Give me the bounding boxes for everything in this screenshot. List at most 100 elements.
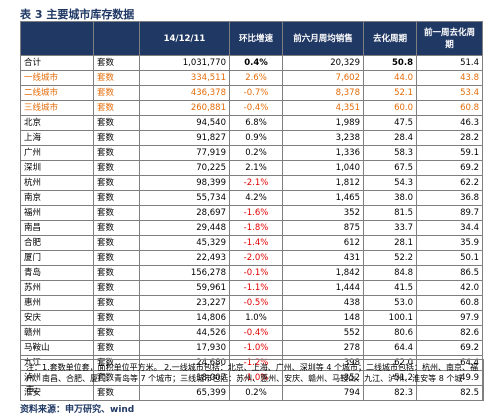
- table-row: 三线城市 套数 260,881 -0.4% 4,351 60.0 60.8: [20, 100, 483, 116]
- prev-cycle-cell: 51.4: [416, 55, 483, 71]
- prev-cycle-cell: 89.7: [416, 205, 483, 221]
- cycle-cell: 60.0: [363, 100, 417, 116]
- table-row: 上海 套数 91,827 0.9% 3,238 28.4 28.2: [20, 130, 483, 146]
- prev-cycle-cell: 60.8: [416, 295, 483, 311]
- stock-cell: 22,493: [139, 250, 230, 266]
- city-cell: 一线城市: [20, 70, 94, 86]
- unit-cell: 套数: [93, 265, 140, 281]
- cycle-cell: 64.4: [363, 340, 417, 356]
- table-body: 合计 套数 1,031,770 0.4% 20,329 50.8 51.4 一线城市 套数 334…: [20, 55, 483, 401]
- stock-cell: 334,511: [139, 70, 230, 86]
- table-row: 广州 套数 77,919 0.2% 1,336 58.3 59.1: [20, 145, 483, 161]
- sales-cell: 1,989: [282, 115, 364, 131]
- prev-cycle-cell: 34.4: [416, 220, 483, 236]
- sales-cell: 7,602: [282, 70, 364, 86]
- table-row: 北京 套数 94,540 6.8% 1,989 47.5 46.3: [20, 115, 483, 131]
- sales-cell: 1,444: [282, 280, 364, 296]
- header-city: [20, 21, 94, 56]
- header-cycle: 去化周期: [363, 21, 417, 56]
- table-row: 杭州 套数 98,399 -2.1% 1,812 54.3 62.2: [20, 175, 483, 191]
- unit-cell: 套数: [93, 250, 140, 266]
- cycle-cell: 47.5: [363, 115, 417, 131]
- growth-cell: 1.0%: [229, 310, 283, 326]
- sales-cell: 4,351: [282, 100, 364, 116]
- growth-cell: 4.2%: [229, 190, 283, 206]
- growth-cell: -0.1%: [229, 265, 283, 281]
- prev-cycle-cell: 46.3: [416, 115, 483, 131]
- sales-cell: 148: [282, 310, 364, 326]
- table-row: 厦门 套数 22,493 -2.0% 431 52.2 50.1: [20, 250, 483, 266]
- prev-cycle-cell: 43.8: [416, 70, 483, 86]
- cycle-cell: 52.2: [363, 250, 417, 266]
- sales-cell: 1,040: [282, 160, 364, 176]
- cycle-cell: 100.1: [363, 310, 417, 326]
- prev-cycle-cell: 36.8: [416, 190, 483, 206]
- prev-cycle-cell: 35.9: [416, 235, 483, 251]
- header-growth: 环比增速: [229, 21, 283, 56]
- unit-cell: 套数: [93, 85, 140, 101]
- stock-cell: 29,448: [139, 220, 230, 236]
- growth-cell: -1.6%: [229, 205, 283, 221]
- growth-cell: -2.1%: [229, 175, 283, 191]
- cycle-cell: 28.1: [363, 235, 417, 251]
- cycle-cell: 58.3: [363, 145, 417, 161]
- prev-cycle-cell: 97.9: [416, 310, 483, 326]
- prev-cycle-cell: 42.0: [416, 280, 483, 296]
- cycle-cell: 33.7: [363, 220, 417, 236]
- cycle-cell: 44.0: [363, 70, 417, 86]
- growth-cell: 6.8%: [229, 115, 283, 131]
- cycle-cell: 41.5: [363, 280, 417, 296]
- unit-cell: 套数: [93, 205, 140, 221]
- city-cell: 北京: [20, 115, 94, 131]
- growth-cell: -0.5%: [229, 295, 283, 311]
- table-row: 安庆 套数 14,806 1.0% 148 100.1 97.9: [20, 310, 483, 326]
- stock-cell: 1,031,770: [139, 55, 230, 71]
- prev-cycle-cell: 59.1: [416, 145, 483, 161]
- growth-cell: 0.9%: [229, 130, 283, 146]
- sales-cell: 1,812: [282, 175, 364, 191]
- stock-cell: 70,225: [139, 160, 230, 176]
- cycle-cell: 81.5: [363, 205, 417, 221]
- growth-cell: -0.4%: [229, 325, 283, 341]
- unit-cell: 套数: [93, 235, 140, 251]
- stock-cell: 17,930: [139, 340, 230, 356]
- cycle-cell: 54.3: [363, 175, 417, 191]
- growth-cell: -0.7%: [229, 85, 283, 101]
- growth-cell: 2.6%: [229, 70, 283, 86]
- city-cell: 杭州: [20, 175, 94, 191]
- unit-cell: 套数: [93, 160, 140, 176]
- sales-cell: 3,238: [282, 130, 364, 146]
- city-cell: 苏州: [20, 280, 94, 296]
- unit-cell: 套数: [93, 130, 140, 146]
- unit-cell: 套数: [93, 220, 140, 236]
- stock-cell: 59,961: [139, 280, 230, 296]
- header-prev-cycle: 前一周去化周期: [416, 21, 483, 56]
- cycle-cell: 28.4: [363, 130, 417, 146]
- sales-cell: 278: [282, 340, 364, 356]
- city-cell: 赣州: [20, 325, 94, 341]
- city-cell: 合肥: [20, 235, 94, 251]
- unit-cell: 套数: [93, 310, 140, 326]
- growth-cell: -1.1%: [229, 280, 283, 296]
- unit-cell: 套数: [93, 175, 140, 191]
- growth-cell: -0.4%: [229, 100, 283, 116]
- cycle-cell: 50.8: [363, 55, 417, 71]
- sales-cell: 552: [282, 325, 364, 341]
- stock-cell: 23,227: [139, 295, 230, 311]
- unit-cell: 套数: [93, 55, 140, 71]
- stock-cell: 94,540: [139, 115, 230, 131]
- city-cell: 合计: [20, 55, 94, 71]
- city-cell: 三线城市: [20, 100, 94, 116]
- city-cell: 惠州: [20, 295, 94, 311]
- table-row: 二线城市 套数 436,378 -0.7% 8,378 52.1 53.4: [20, 85, 483, 101]
- cycle-cell: 84.8: [363, 265, 417, 281]
- growth-cell: 0.4%: [229, 55, 283, 71]
- growth-cell: -1.0%: [229, 340, 283, 356]
- stock-cell: 156,278: [139, 265, 230, 281]
- header-unit: [93, 21, 140, 56]
- prev-cycle-cell: 53.4: [416, 85, 483, 101]
- growth-cell: 2.1%: [229, 160, 283, 176]
- prev-cycle-cell: 49.9: [416, 370, 483, 386]
- growth-cell: -2.0%: [229, 250, 283, 266]
- sales-cell: 431: [282, 250, 364, 266]
